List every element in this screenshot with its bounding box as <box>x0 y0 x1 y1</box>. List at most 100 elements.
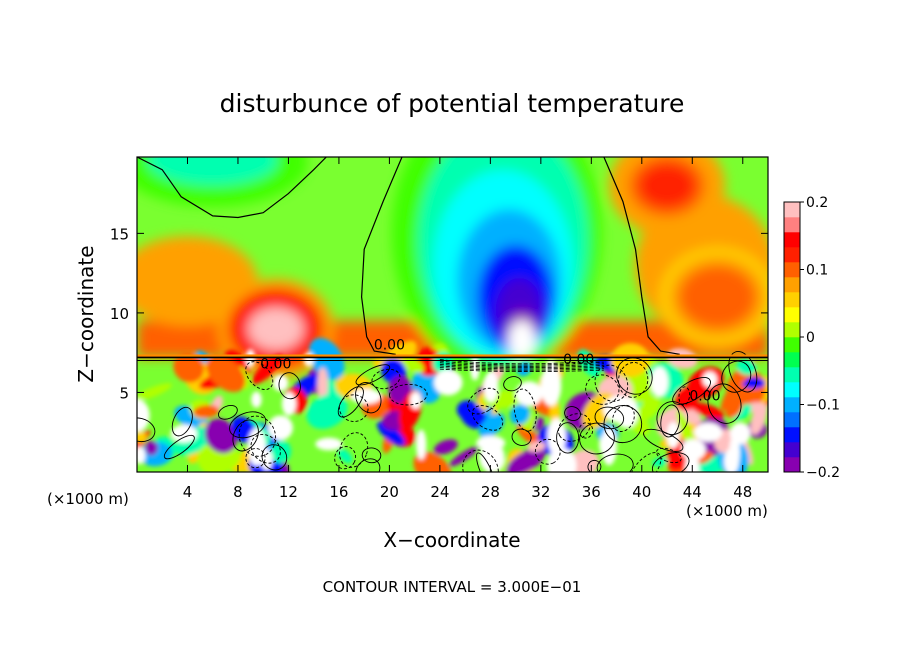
contour-line <box>596 453 634 472</box>
field-patch <box>516 424 543 448</box>
contour-line <box>728 351 758 393</box>
contour-line <box>137 417 156 443</box>
field-patch <box>174 426 214 456</box>
upper-field <box>137 157 768 379</box>
contour-line <box>163 434 195 460</box>
colorbar-swatch <box>784 322 800 338</box>
contour-line <box>355 364 391 386</box>
y-tick-label: 15 <box>110 225 129 243</box>
chart-title: disturbunce of potential temperature <box>220 89 685 118</box>
contour-line <box>534 438 561 465</box>
x-tick-label: 16 <box>329 483 348 501</box>
contour-line <box>587 459 602 472</box>
field-patch <box>483 371 499 403</box>
field-patch <box>723 448 739 472</box>
colorbar-swatch <box>784 397 800 413</box>
contour-interval-footer: CONTOUR INTERVAL = 3.000E−01 <box>323 578 582 596</box>
contour-line <box>278 372 301 400</box>
colorbar-swatch <box>784 457 800 473</box>
field-patch <box>459 402 487 430</box>
x-tick-label: 20 <box>380 483 399 501</box>
field-patch <box>251 391 262 408</box>
field-patch <box>270 440 292 464</box>
colorbar-swatch <box>784 277 800 293</box>
x-tick-label: 44 <box>683 483 702 501</box>
field-patch <box>137 446 146 465</box>
field-patch <box>546 447 577 472</box>
colorbar-swatch <box>784 292 800 308</box>
contour-line <box>238 415 277 457</box>
contour-line <box>628 452 662 472</box>
contour-line <box>439 359 604 365</box>
field-patch <box>624 369 654 403</box>
contour-line <box>656 401 689 436</box>
contour-line <box>603 157 680 355</box>
colorbar: 0.2 0.1 0 −0.1 −0.2 <box>783 195 840 481</box>
plot-frame <box>136 156 769 473</box>
x-axis-label: X−coordinate <box>383 528 520 552</box>
x-tick-label: 36 <box>582 483 601 501</box>
contour-line <box>707 383 742 424</box>
interface-warm-strip <box>137 354 768 358</box>
field-patch <box>433 439 458 455</box>
contour-line <box>556 422 580 454</box>
contour-line <box>171 406 193 437</box>
field-patch <box>478 413 505 439</box>
contour-line <box>564 406 581 421</box>
field-patch <box>533 417 544 431</box>
field-patch <box>145 440 158 456</box>
contour-line <box>655 447 682 464</box>
contour-line <box>338 394 369 422</box>
field-patch <box>350 388 382 404</box>
field-patch <box>413 451 452 472</box>
field-patch <box>260 448 273 471</box>
colorbar-tick-label: −0.1 <box>806 398 840 414</box>
field-patch <box>540 365 562 406</box>
contour-line <box>439 365 604 370</box>
contour-line <box>660 404 681 438</box>
contour-line <box>511 428 532 446</box>
colorbar-tick-label: −0.2 <box>806 465 840 481</box>
contour-line <box>618 362 649 398</box>
contour-label: 0.00 <box>374 338 405 354</box>
contour-labels: 0.00 0.00 0.00 0.00 <box>260 338 720 405</box>
field-patch <box>695 451 714 464</box>
field-patch <box>690 402 725 419</box>
colorbar-tick-label: 0.2 <box>806 195 828 211</box>
x-unit-right: (×1000 m) <box>686 502 768 520</box>
contour-line <box>355 458 381 472</box>
y-axis: 5 10 15 <box>110 225 768 402</box>
colorbar-swatch <box>784 427 800 443</box>
field-patch <box>725 396 743 418</box>
contour-line <box>721 360 752 393</box>
field-patch <box>639 164 696 208</box>
field-patch <box>736 359 757 376</box>
field-patch <box>433 369 463 396</box>
contour-line <box>616 357 653 395</box>
contour-line <box>439 363 604 369</box>
field-patch <box>306 393 348 429</box>
y-tick-label: 5 <box>119 384 129 402</box>
x-axis: 4 8 12 16 20 24 28 32 36 40 44 48 <box>183 157 752 501</box>
contour-line <box>250 434 281 464</box>
field-patch <box>317 367 328 403</box>
field-patch <box>507 319 536 360</box>
contour-line <box>355 382 382 414</box>
contour-line <box>439 367 604 371</box>
interface-band <box>137 354 768 361</box>
contour-line <box>245 361 274 390</box>
field-patch <box>681 439 706 461</box>
contour-line <box>371 368 401 390</box>
contour-line <box>594 364 629 402</box>
colorbar-swatch <box>784 367 800 383</box>
contour-label: 0.00 <box>563 352 594 368</box>
colorbar-swatch <box>784 202 800 218</box>
colorbar-swatch <box>784 232 800 248</box>
contour-line <box>578 422 594 439</box>
contour-line <box>389 383 428 406</box>
field-patch <box>402 357 424 373</box>
contour-line <box>579 422 615 455</box>
contour-line <box>462 449 499 472</box>
contour-line <box>678 386 691 406</box>
